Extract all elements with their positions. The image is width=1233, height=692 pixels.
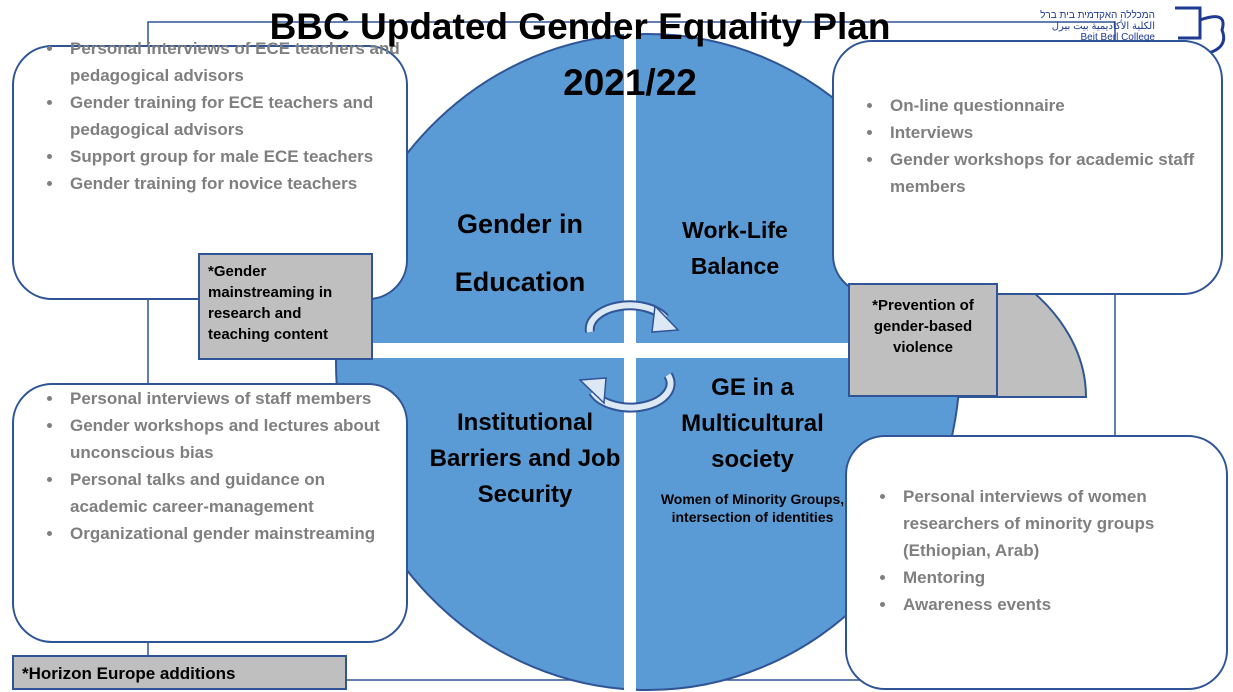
note: *Prevention of gender-based violence: [848, 283, 998, 397]
box-bottom-left: Personal interviews of staff membersGend…: [12, 383, 408, 643]
title: BBC Updated Gender Equality Plan: [269, 6, 891, 47]
subtitle: 2021/22: [563, 62, 697, 103]
bullet-item: Personal interviews of staff members: [64, 385, 406, 412]
quadrant-label: Institutional Barriers and Job Security: [429, 409, 621, 508]
bullet-item: Gender training for ECE teachers and ped…: [64, 89, 406, 143]
bullet-item: On-line questionnaire: [884, 92, 1221, 119]
bullet-item: Organizational gender mainstreaming: [64, 520, 406, 547]
bullet-item: Personal interviews of women researchers…: [897, 483, 1226, 564]
bullet-item: Gender workshops for academic staff memb…: [884, 146, 1221, 200]
bullet-item: Gender workshops and lectures about unco…: [64, 412, 406, 466]
logo-text: המכללה האקדמית בית ברל الكلية الأكاديمية…: [985, 10, 1155, 43]
bullet-item: Personal talks and guidance on academic …: [64, 466, 406, 520]
note: *Horizon Europe additions: [12, 655, 347, 690]
bullet-item: Interviews: [884, 119, 1221, 146]
quadrant-label: Gender in Education: [454, 209, 586, 297]
logo-english: Beit Berl College: [1080, 32, 1155, 43]
logo-hebrew: המכללה האקדמית בית ברל: [1040, 10, 1155, 21]
note: *Gender mainstreaming in research and te…: [198, 253, 373, 360]
bullet-item: Personal interviews of ECE teachers and …: [64, 35, 406, 89]
bullet-item: Awareness events: [897, 591, 1226, 618]
quadrant-sublabel: Women of Minority Groups, intersection o…: [660, 491, 845, 525]
box-bottom-right: Personal interviews of women researchers…: [845, 435, 1228, 690]
bullet-item: Gender training for novice teachers: [64, 170, 406, 197]
logo-arabic: الكلية الأكاديمية بيت بيرل: [1051, 21, 1155, 32]
quadrant-label: Work-Life Balance: [682, 217, 788, 279]
quadrant-label: GE in a Multicultural society: [681, 374, 824, 473]
bullet-item: Support group for male ECE teachers: [64, 143, 406, 170]
box-top-right: On-line questionnaireInterviewsGender wo…: [832, 40, 1223, 295]
bullet-item: Mentoring: [897, 564, 1226, 591]
